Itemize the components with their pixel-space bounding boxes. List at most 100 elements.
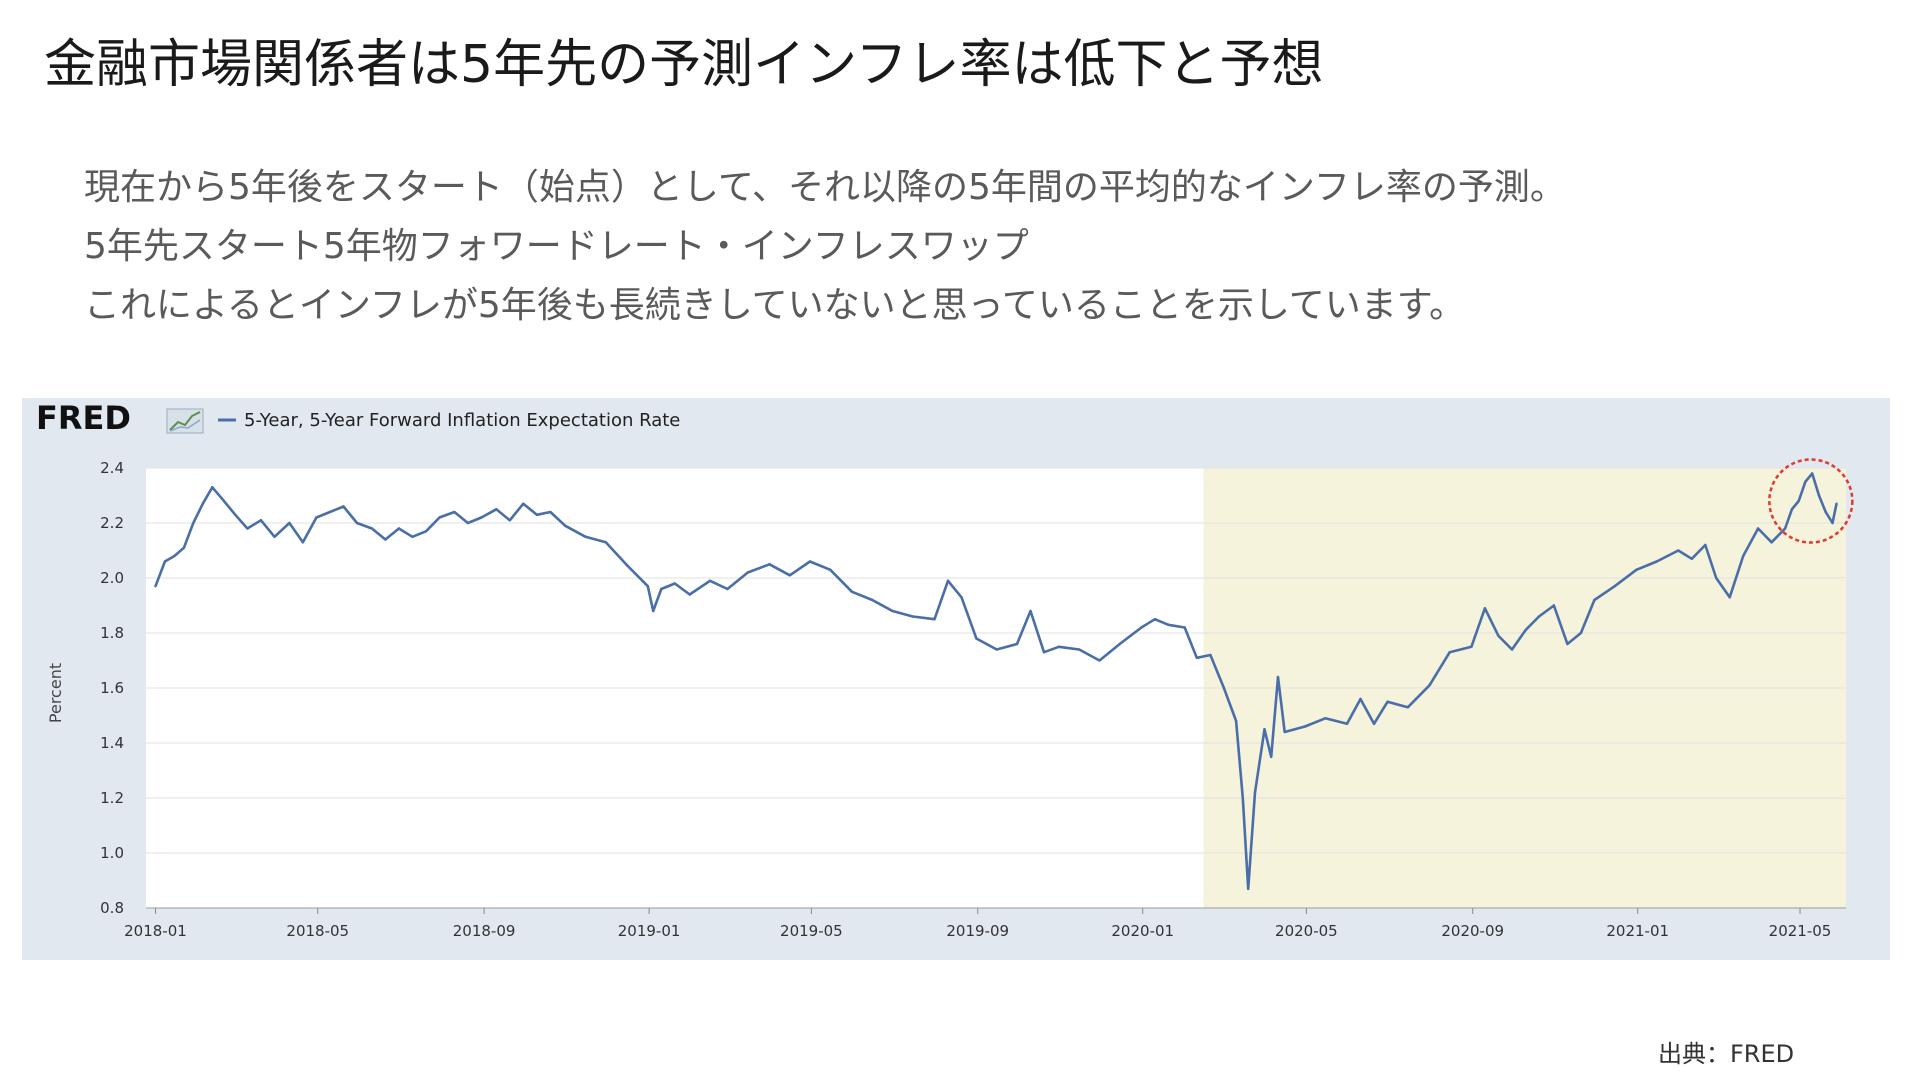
data-point (871, 598, 874, 602)
fred-chart-panel: FRED 5-Year, 5-Year Forward Inflation Ex… (22, 398, 1890, 960)
data-point (211, 486, 214, 489)
data-point (1579, 631, 1583, 635)
data-point (1797, 499, 1800, 503)
data-point (1406, 706, 1410, 709)
data-point (995, 648, 998, 651)
data-point (1655, 560, 1658, 563)
data-point (1276, 675, 1280, 679)
data-point (1386, 700, 1389, 703)
data-point (564, 524, 567, 527)
data-point (1537, 615, 1541, 618)
data-point (624, 563, 628, 566)
data-point (1222, 686, 1226, 690)
data-point (1497, 634, 1500, 637)
data-point (1098, 659, 1101, 662)
data-point (535, 513, 539, 516)
data-point (1831, 521, 1834, 525)
x-tick-label: 2018-05 (286, 922, 349, 940)
data-point (273, 535, 276, 538)
x-tick-label: 2020-01 (1111, 922, 1174, 940)
y-tick-label: 2.2 (100, 514, 124, 532)
data-point (746, 571, 750, 574)
data-point (708, 579, 712, 582)
data-point (1714, 576, 1718, 580)
data-point (1247, 887, 1250, 890)
data-point (891, 609, 894, 613)
fred-logo: FRED (36, 399, 131, 437)
data-point (1566, 642, 1569, 646)
data-point (234, 513, 237, 516)
data-point (397, 527, 401, 530)
data-point (1153, 618, 1157, 621)
data-point (163, 560, 167, 563)
data-point (688, 593, 691, 596)
legend-label: 5-Year, 5-Year Forward Inflation Expecta… (244, 410, 680, 431)
data-point (424, 530, 428, 533)
series-line (154, 472, 1838, 891)
line-chart: FRED 5-Year, 5-Year Forward Inflation Ex… (36, 399, 1854, 940)
data-point (1804, 480, 1807, 483)
data-point (1118, 642, 1121, 646)
data-point (355, 521, 359, 525)
data-point (1428, 684, 1431, 687)
data-point (1524, 629, 1527, 632)
data-point (466, 521, 470, 525)
data-point (384, 538, 387, 541)
data-point (1635, 568, 1638, 571)
data-point (1483, 607, 1487, 610)
data-point (1241, 796, 1245, 800)
data-point (1824, 510, 1827, 514)
data-point (660, 587, 663, 591)
data-point (1810, 472, 1814, 475)
data-point (1510, 648, 1514, 651)
x-tick-label: 2021-01 (1606, 922, 1669, 940)
data-point (438, 516, 441, 519)
x-tick-label: 2019-05 (780, 922, 843, 940)
data-point (1677, 549, 1680, 552)
data-point (480, 516, 483, 519)
x-tick-label: 2018-09 (453, 922, 516, 940)
highlight-circle (1768, 458, 1854, 544)
x-tick-label: 2020-05 (1275, 922, 1338, 940)
y-tick-label: 2.0 (100, 569, 124, 587)
data-point (768, 563, 771, 566)
data-point (1690, 557, 1694, 560)
data-point (1042, 651, 1046, 654)
data-point (1770, 541, 1773, 544)
data-point (1195, 656, 1199, 659)
data-point (646, 585, 649, 588)
data-point (604, 541, 608, 544)
data-point (508, 519, 512, 522)
data-point (154, 585, 157, 588)
description-line: 5年先スタート5年物フォワードレート・インフレスワップ (84, 226, 1029, 267)
fred-logo-graph-icon (166, 408, 204, 434)
data-point (220, 497, 223, 500)
x-tick-label: 2018-01 (124, 922, 187, 940)
data-point (1742, 554, 1745, 558)
data-point (522, 502, 525, 505)
data-point (1613, 585, 1616, 588)
y-tick-label: 2.4 (100, 459, 124, 477)
y-tick-label: 1.8 (100, 624, 124, 642)
data-point (1345, 722, 1349, 725)
data-point (453, 510, 456, 514)
data-point (1704, 543, 1707, 547)
x-tick-label: 2021-05 (1769, 922, 1832, 940)
y-tick-label: 1.2 (100, 789, 124, 807)
data-point (1817, 494, 1821, 497)
data-point (946, 579, 950, 582)
data-point (495, 508, 498, 511)
data-point (1756, 527, 1760, 530)
series-points (154, 472, 1838, 890)
data-point (411, 535, 414, 538)
data-point (1835, 502, 1838, 505)
x-tick-label: 2020-09 (1441, 922, 1504, 940)
data-point (1372, 722, 1376, 725)
description-list: 現在から5年後をスタート（始点）として、それ以降の5年間の平均的なインフレ率の予… (84, 158, 1566, 335)
data-point (829, 568, 832, 571)
data-point (182, 546, 186, 549)
data-point (192, 521, 195, 525)
description-line: 現在から5年後をスタート（始点）として、それ以降の5年間の平均的なインフレ率の予… (84, 167, 1566, 208)
data-point (1140, 626, 1143, 629)
data-point (370, 527, 374, 530)
